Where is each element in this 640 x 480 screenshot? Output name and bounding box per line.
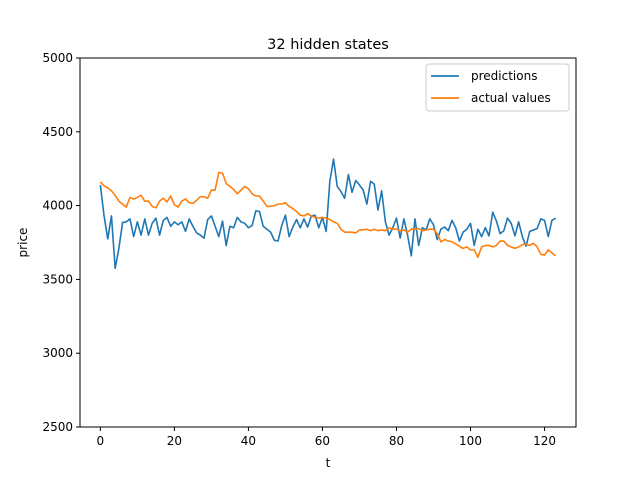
chart-title: 32 hidden states xyxy=(267,37,389,53)
legend-label: actual values xyxy=(471,91,551,105)
y-tick-label: 4500 xyxy=(42,125,73,139)
y-axis-label: price xyxy=(16,228,30,258)
x-tick-label: 120 xyxy=(533,434,556,448)
y-tick-label: 3500 xyxy=(42,272,73,286)
y-tick-label: 3000 xyxy=(42,346,73,360)
series-layer xyxy=(99,158,557,270)
series-line-predictions xyxy=(99,158,557,270)
y-tick-label: 4000 xyxy=(42,199,73,213)
x-axis-ticks: 0 20 40 60 80 100 120 xyxy=(97,427,556,448)
legend-label: predictions xyxy=(471,69,537,83)
x-tick-label: 100 xyxy=(459,434,482,448)
series-line-actual-values xyxy=(99,171,557,259)
y-tick-label: 2500 xyxy=(42,420,73,434)
y-axis-ticks: 2500 3000 3500 4000 4500 5000 xyxy=(42,51,80,434)
x-tick-label: 40 xyxy=(241,434,256,448)
y-tick-label: 5000 xyxy=(42,51,73,65)
axes-frame xyxy=(79,57,577,428)
x-tick-label: 20 xyxy=(167,434,182,448)
legend: predictions actual values xyxy=(425,63,570,112)
x-tick-label: 60 xyxy=(315,434,330,448)
x-tick-label: 80 xyxy=(389,434,404,448)
x-tick-label: 0 xyxy=(97,434,105,448)
legend-box xyxy=(425,63,570,112)
x-axis-label: t xyxy=(326,456,331,470)
